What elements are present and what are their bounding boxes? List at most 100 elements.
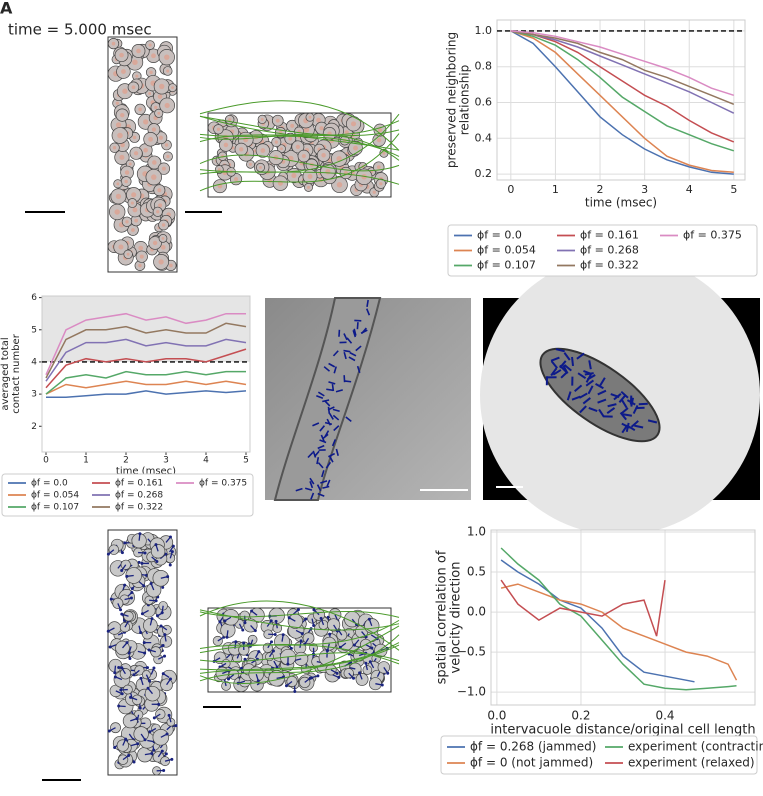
vector [333,366,337,374]
vector [309,477,315,485]
series-line [45,370,246,395]
particle-core [157,94,163,99]
y-tick-label: 0.2 [475,167,493,180]
particle-core [274,140,278,144]
fiber [199,169,400,185]
vector [355,345,362,352]
particle [150,646,162,658]
vector [576,352,585,360]
arrow-head [308,676,312,680]
vector [343,349,351,353]
particle-core [291,173,297,179]
vector [552,369,562,376]
fiber [199,625,400,684]
arrow-head [163,633,167,637]
x-tick-label: 0 [43,456,49,466]
y-tick-label: 0.5 [467,565,486,579]
vector [595,382,604,390]
particle-core [166,154,170,159]
vector [584,372,594,376]
arrow-head [289,646,293,650]
y-axis-label: velocity direction [449,562,464,674]
vector [316,457,320,465]
vector [366,299,369,308]
particle [166,717,176,727]
particle-core [157,111,161,115]
x-tick-label: 4 [686,183,693,196]
plot-area [497,20,745,180]
series-line [510,30,735,143]
arrow-head [132,673,136,677]
particle-core [148,92,152,95]
y-tick-label: 0.4 [475,131,493,144]
particle-core [120,112,125,118]
x-tick-label: 2 [123,456,129,466]
particle-core [166,69,170,73]
particle-core [124,179,128,184]
particle-core [259,165,262,169]
vector [365,308,371,316]
vector [577,372,587,380]
vector [582,397,591,405]
fiber [199,120,400,143]
particle-core [120,142,125,148]
arrow-head [138,706,142,710]
legend-label: ϕf = 0.0 [31,479,68,489]
vector [328,452,336,458]
arrow-head [124,737,128,741]
particle-core [319,126,324,131]
particle-core [157,188,162,193]
particle-core [223,142,229,148]
vector [332,408,340,413]
vector [598,408,605,418]
vector [619,411,627,421]
arrow-head [143,651,147,655]
vector [632,405,639,415]
vector [550,360,558,369]
series-line [500,579,666,637]
particle-core [138,107,142,112]
arrow-head [152,716,156,720]
arrow-head [117,665,121,669]
particle-core [217,168,221,171]
arrow-head [168,677,172,681]
particle-core [164,54,170,60]
cell [539,347,661,443]
series-line [510,30,734,174]
vector [626,424,636,432]
particle-core [151,127,157,132]
particle-core [325,169,331,175]
legend-label: ϕf = 0.322 [115,503,163,513]
vector [630,420,639,428]
vector [316,484,322,492]
vector [333,425,340,432]
legend-label: ϕf = 0.375 [683,229,742,242]
arrow-head [316,674,320,678]
arrow-head [337,675,341,679]
arrow-head [140,612,144,616]
x-axis-label: time (msec) [585,196,657,210]
arrow-head [164,752,168,756]
particle-core [260,117,264,121]
vector [304,487,313,491]
arrow-head [147,648,151,652]
particle-core [376,165,381,170]
vector [555,348,565,353]
particle-core [290,123,295,128]
arrow-head [149,581,153,585]
vector [332,350,339,357]
particle-core [148,136,154,142]
y-tick-label: 1.0 [475,24,493,37]
series-line [510,30,735,114]
arrow-head [226,677,230,681]
particle-core [253,149,257,153]
vector [328,455,334,463]
series-line [45,380,247,395]
fiber [199,133,400,161]
arrow-head [154,543,158,547]
particle-core [118,244,124,250]
vector [585,373,592,383]
legend-label: ϕf = 0.268 (jammed) [470,740,596,754]
fiber [199,611,400,618]
arrow-head [370,646,374,650]
